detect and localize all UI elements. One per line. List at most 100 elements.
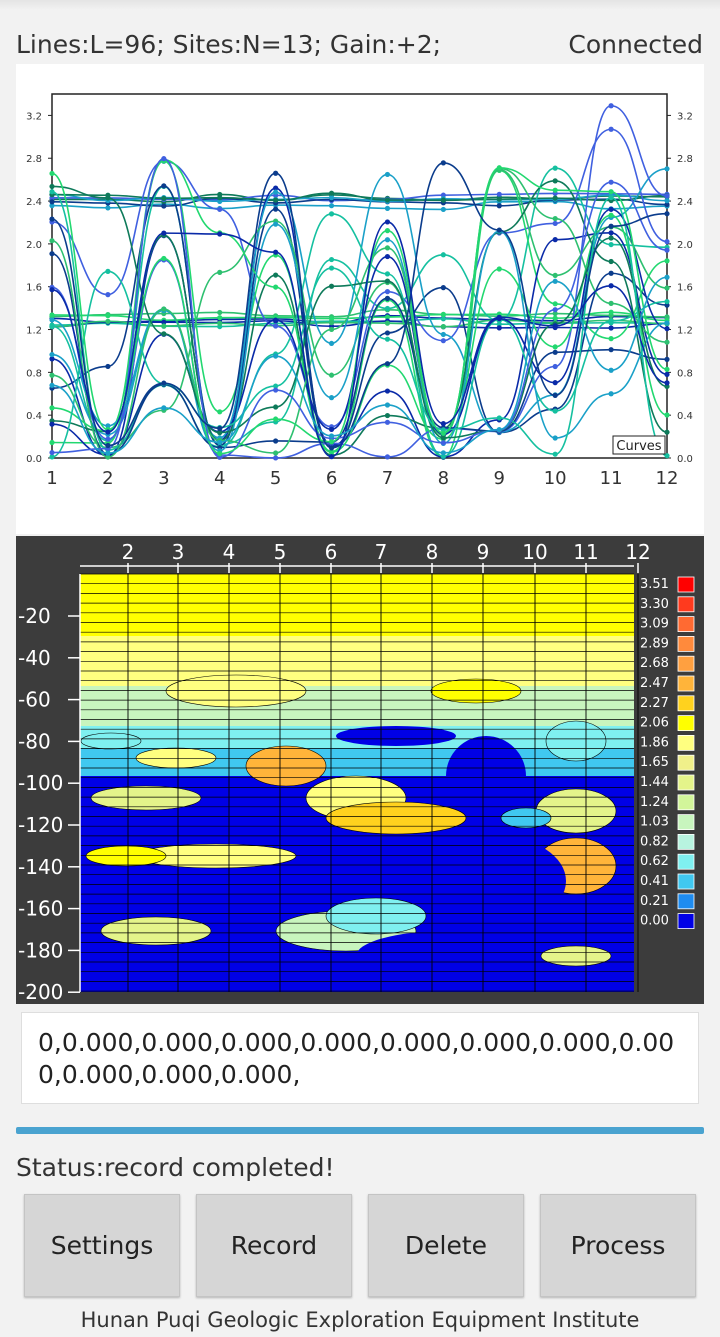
curve-point xyxy=(384,419,391,425)
profile-x-label: 11 xyxy=(573,540,598,564)
resistivity-anomaly xyxy=(85,845,167,867)
delete-button[interactable]: Delete xyxy=(368,1194,524,1297)
y-tick-label-left: 1.2 xyxy=(26,326,42,337)
curve-point xyxy=(273,438,279,444)
y-tick-label-left: 2.4 xyxy=(26,197,42,208)
curve-point xyxy=(105,454,111,460)
curve-line xyxy=(51,252,668,455)
curve-point xyxy=(384,205,391,211)
data-output-field[interactable]: 0,0.000,0.000,0.000,0.000,0.000,0.000,0.… xyxy=(21,1012,699,1104)
curve-point xyxy=(161,255,167,262)
curve-point xyxy=(496,314,502,320)
curve-point xyxy=(49,238,55,244)
curve-series-group xyxy=(49,103,670,461)
low-resistivity-zone xyxy=(426,836,566,926)
curve-point xyxy=(105,318,111,324)
curve-point xyxy=(664,339,670,345)
scale-value-label: 3.51 xyxy=(640,577,669,592)
resistivity-anomaly xyxy=(90,785,202,811)
curve-point xyxy=(608,206,614,212)
curve-point xyxy=(161,319,167,325)
curve-line xyxy=(51,167,668,458)
curve-point xyxy=(664,258,670,264)
depth-label: -20 xyxy=(18,604,51,628)
scale-value-label: 1.03 xyxy=(640,815,669,830)
scale-value-label: 0.82 xyxy=(640,834,669,849)
depth-label: -100 xyxy=(18,771,63,795)
curve-point xyxy=(440,421,446,427)
scale-swatch xyxy=(677,913,695,930)
y-tick-label-right: 0.8 xyxy=(677,368,693,379)
top-edge xyxy=(0,0,720,10)
depth-label: -40 xyxy=(18,646,51,670)
settings-button[interactable]: Settings xyxy=(24,1194,180,1297)
curve-point xyxy=(49,356,55,362)
scale-swatch xyxy=(677,596,695,613)
resistivity-anomaly xyxy=(100,916,212,946)
process-button[interactable]: Process xyxy=(540,1194,696,1297)
y-tick-label-right: 2.8 xyxy=(677,154,693,165)
curve-point xyxy=(217,231,223,237)
curve-line xyxy=(51,192,668,202)
curve-point xyxy=(664,453,670,459)
curve-point xyxy=(440,331,446,338)
curve-point xyxy=(608,367,614,373)
profile-x-label: 4 xyxy=(223,540,236,564)
curve-point xyxy=(664,211,670,217)
curve-point xyxy=(273,387,279,393)
curve-point xyxy=(608,223,614,229)
curve-point xyxy=(49,372,55,378)
x-tick-label: 4 xyxy=(214,468,225,489)
curve-point xyxy=(273,272,279,278)
curve-point xyxy=(440,160,446,166)
curve-point xyxy=(664,201,670,208)
curve-point xyxy=(496,203,502,209)
y-tick-label-left: 3.2 xyxy=(26,111,42,122)
curve-point xyxy=(664,166,670,172)
curve-point xyxy=(496,426,502,433)
curve-point xyxy=(608,309,614,315)
curve-point xyxy=(273,450,279,456)
scale-value-label: 1.65 xyxy=(640,755,669,770)
curve-point xyxy=(384,171,391,178)
y-tick-label-right: 0.0 xyxy=(677,454,693,465)
curve-point xyxy=(273,317,279,323)
curve-point xyxy=(384,336,391,342)
curve-point xyxy=(440,338,446,344)
curve-point xyxy=(328,320,335,326)
curve-point xyxy=(384,289,391,295)
curve-point xyxy=(384,454,391,460)
record-button[interactable]: Record xyxy=(196,1194,352,1297)
curve-point xyxy=(664,285,670,291)
scale-value-label: 3.30 xyxy=(640,597,669,612)
curve-point xyxy=(273,206,279,212)
scale-value-label: 3.09 xyxy=(640,617,669,632)
curve-point xyxy=(273,221,279,227)
curve-point xyxy=(552,215,558,222)
curve-point xyxy=(217,454,223,460)
footer-institute: Hunan Puqi Geologic Exploration Equipmen… xyxy=(80,1308,640,1332)
progress-bar xyxy=(16,1127,704,1134)
scale-swatch xyxy=(677,576,695,593)
curve-point xyxy=(552,178,558,184)
curve-point xyxy=(664,302,670,308)
curve-point xyxy=(384,305,391,312)
curve-point xyxy=(440,285,446,291)
curve-point xyxy=(161,331,167,337)
scale-swatch xyxy=(677,853,695,870)
x-tick-label: 1 xyxy=(46,468,57,489)
x-tick-label: 7 xyxy=(382,468,393,489)
curve-point xyxy=(664,383,670,390)
curve-point xyxy=(552,187,558,193)
scale-swatch xyxy=(677,754,695,771)
low-resistivity-zone xyxy=(356,931,536,981)
x-tick-label: 11 xyxy=(600,468,623,489)
curve-point xyxy=(217,409,223,415)
curve-point xyxy=(384,412,391,419)
curve-point xyxy=(217,425,223,431)
curve-point xyxy=(328,340,335,347)
curve-point xyxy=(496,196,502,202)
curve-point xyxy=(608,336,614,342)
profile-svg: 2 3 4 5 6 7 8 9 10 11 12 -20 -40 -60 -80 -100 -120 -140 -1… xyxy=(18,540,695,1004)
resistivity-anomaly xyxy=(500,807,552,829)
